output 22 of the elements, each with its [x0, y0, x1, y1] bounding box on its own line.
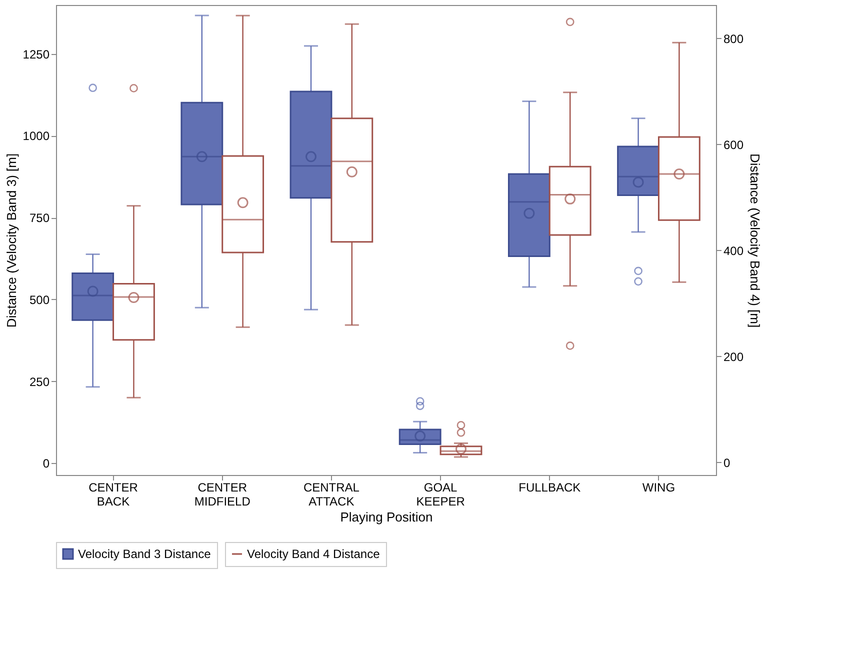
y-tick-label: 500: [29, 292, 50, 307]
y-tick-label: 1250: [22, 47, 50, 62]
x-tick-label: CENTRAL ATTACK: [303, 480, 360, 508]
y-tick-label: 1000: [22, 129, 50, 144]
x-tick-label: CENTER BACK: [88, 480, 138, 508]
y2-tick-label: 800: [724, 32, 744, 46]
y2-tick-label: 200: [724, 350, 744, 364]
legend-label: Velocity Band 3 Distance: [78, 547, 212, 561]
x-tick-label: FULLBACK: [518, 480, 581, 494]
y-tick-label: 750: [29, 211, 50, 226]
y-tick-label: 250: [29, 374, 50, 389]
y2-tick-label: 400: [724, 244, 744, 258]
y-axis-title: Distance (Velocity Band 3) [m]: [4, 153, 19, 328]
x-tick-label: WING: [642, 480, 676, 494]
legend-label: Velocity Band 4 Distance: [247, 547, 380, 561]
x-tick-label: GOAL KEEPER: [416, 480, 466, 508]
x-tick-label: CENTER MIDFIELD: [194, 480, 251, 508]
y-tick-label: 0: [42, 456, 50, 471]
y2-axis-title: Distance (Velocity Band 4) [m]: [748, 153, 763, 328]
y2-tick-label: 0: [724, 456, 730, 470]
y2-tick-label: 600: [724, 138, 744, 152]
x-axis-title: Playing Position: [340, 510, 433, 524]
